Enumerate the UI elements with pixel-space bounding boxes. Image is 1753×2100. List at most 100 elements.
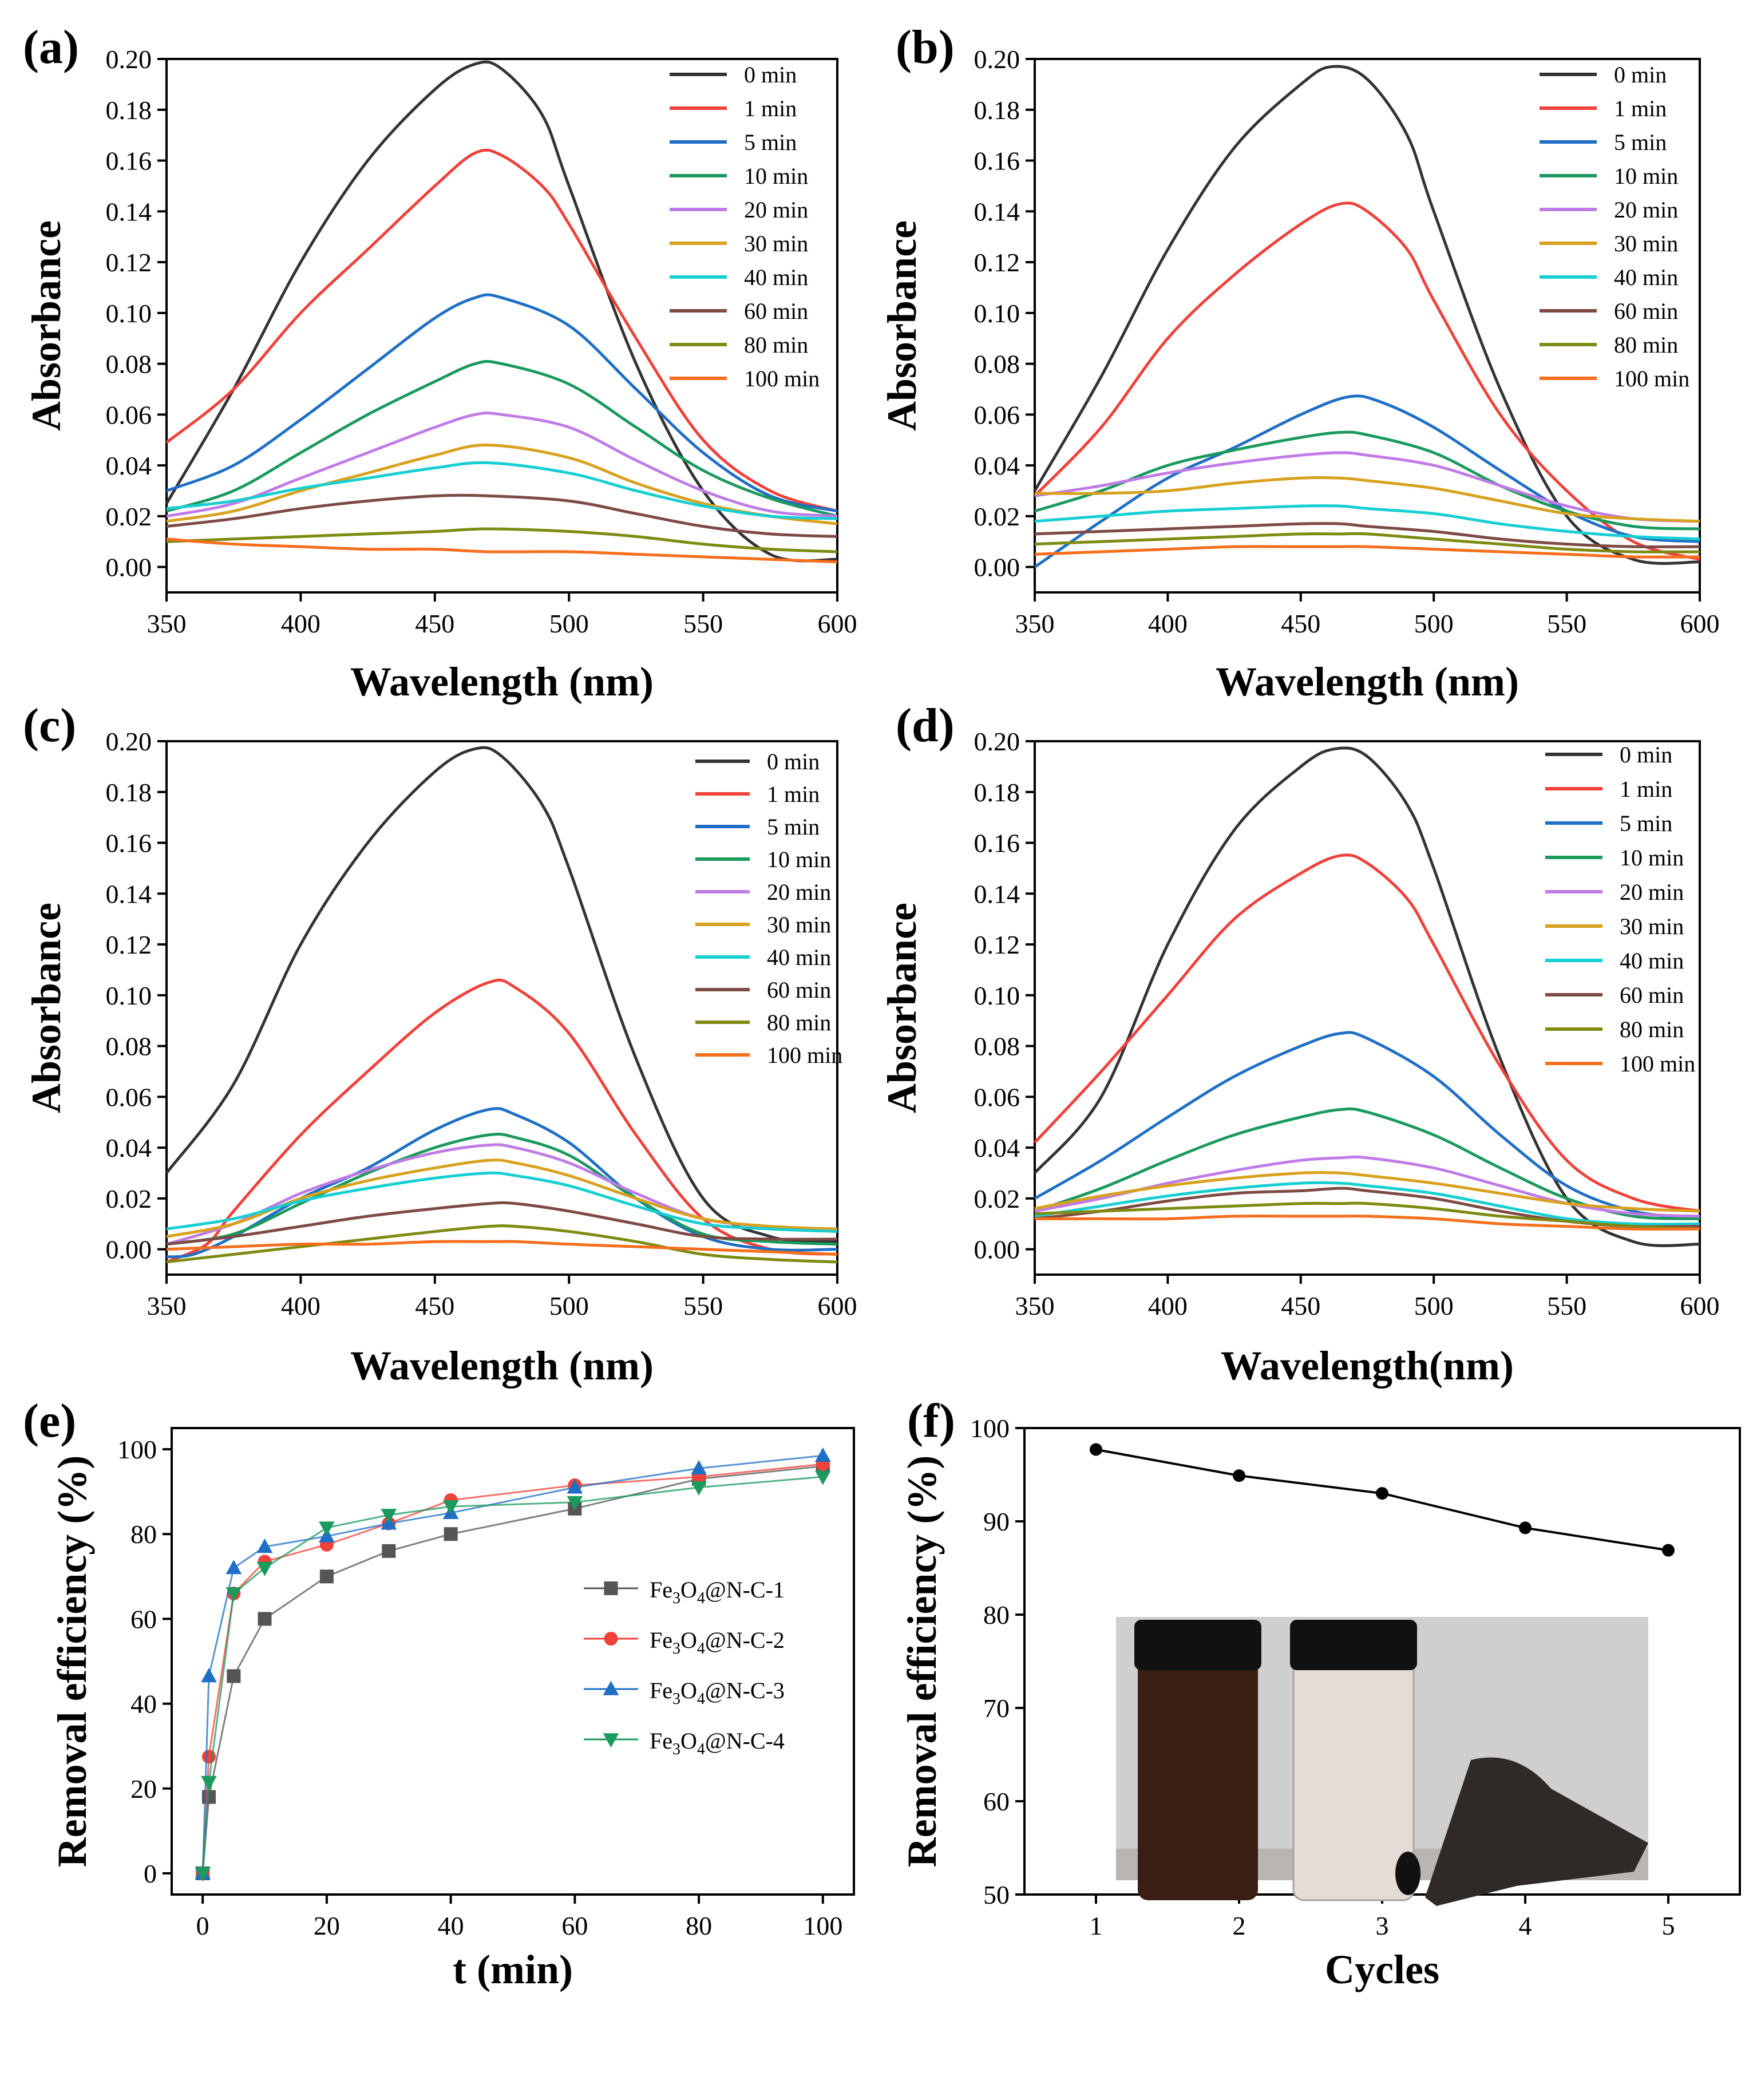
legend-label: 5 min bbox=[1620, 810, 1672, 836]
legend-label: 30 min bbox=[744, 231, 808, 256]
legend-label: 10 min bbox=[1620, 845, 1684, 871]
legend-label: 80 min bbox=[767, 1010, 831, 1035]
legend-label-part: Fe bbox=[650, 1678, 672, 1703]
x-tick-label: 600 bbox=[818, 1291, 857, 1320]
legend-label-part: @N-C-1 bbox=[705, 1577, 785, 1603]
y-tick-label: 0.12 bbox=[974, 248, 1020, 277]
plot-frame bbox=[171, 1427, 855, 1896]
series-line-100-min bbox=[166, 1240, 838, 1256]
y-tick-label: 80 bbox=[130, 1520, 157, 1549]
panel-label: (e) bbox=[23, 1394, 76, 1448]
x-tick-label: 80 bbox=[686, 1911, 712, 1940]
series-line-100-min bbox=[1035, 1215, 1700, 1231]
legend-label-part: 3 bbox=[672, 1741, 680, 1758]
y-tick-label: 50 bbox=[983, 1880, 1010, 1909]
y-tick-label: 0.08 bbox=[106, 350, 152, 379]
panel-label: (d) bbox=[896, 699, 955, 752]
panel-f: (f) 1 2 3 4 5 50 60 70 80 90 100 Cycles Removal effic… bbox=[899, 1394, 1741, 1992]
marker-triangle-up bbox=[201, 1668, 217, 1683]
y-tick-label: 0.16 bbox=[974, 829, 1020, 858]
x-tick-label: 450 bbox=[415, 1291, 454, 1320]
y-tick-label: 0.04 bbox=[106, 1133, 152, 1162]
legend-label: 1 min bbox=[1614, 96, 1667, 121]
panel-c: (c) 350 400 450 500 550 600 0.00 0.02 0.04 0.06 0.0… bbox=[23, 699, 857, 1389]
legend-label: 30 min bbox=[1614, 231, 1678, 256]
x-tick-label: 600 bbox=[1680, 1291, 1720, 1320]
y-tick-label: 0.20 bbox=[106, 727, 152, 756]
panel-label: (c) bbox=[23, 699, 76, 752]
legend-label-part: O bbox=[680, 1627, 697, 1653]
dark-solution-jar bbox=[1138, 1660, 1258, 1900]
marker-triangle-down bbox=[603, 1733, 619, 1748]
legend-label: 60 min bbox=[1620, 982, 1684, 1008]
x-tick-label: 350 bbox=[147, 609, 187, 638]
legend-label-part: Fe bbox=[650, 1728, 672, 1754]
marker-square bbox=[227, 1669, 241, 1683]
x-tick-label: 400 bbox=[1148, 609, 1188, 638]
panel-b: (b) 350 400 450 500 550 600 0.00 0.02 0.04 0.06 0.0… bbox=[879, 21, 1720, 705]
legend-label: 40 min bbox=[1620, 948, 1684, 974]
series-line-80-min bbox=[1034, 532, 1700, 553]
clear-solution-jar bbox=[1292, 1659, 1415, 1901]
y-tick-label: 100 bbox=[117, 1435, 157, 1464]
x-tick-label: 4 bbox=[1519, 1911, 1532, 1940]
y-tick-label: 0.20 bbox=[106, 45, 152, 74]
legend-label-part: 4 bbox=[697, 1640, 705, 1658]
marker-square bbox=[444, 1527, 458, 1541]
data-point bbox=[1233, 1469, 1245, 1482]
legend-label-part: 3 bbox=[672, 1690, 680, 1708]
legend-label: 40 min bbox=[744, 264, 808, 290]
series-line-40-min bbox=[1034, 1181, 1700, 1226]
y-tick-label: 0 bbox=[144, 1859, 157, 1888]
y-tick-label: 0.04 bbox=[974, 451, 1020, 480]
marker-triangle-up bbox=[225, 1560, 242, 1575]
panel-label: (f) bbox=[907, 1394, 955, 1448]
x-tick-label: 1 bbox=[1090, 1911, 1103, 1940]
series-line-5-min bbox=[166, 1107, 838, 1259]
x-tick-label: 2 bbox=[1233, 1911, 1246, 1940]
legend-label-part: @N-C-4 bbox=[705, 1728, 785, 1754]
series-line-1-min bbox=[1034, 853, 1700, 1213]
plot-frame bbox=[165, 740, 838, 1276]
series-line-100-min bbox=[166, 537, 838, 564]
legend-label: 10 min bbox=[744, 163, 808, 189]
y-tick-label: 90 bbox=[983, 1507, 1010, 1536]
y-tick-label: 0.18 bbox=[106, 778, 152, 807]
jar-cap-left bbox=[1134, 1620, 1261, 1670]
marker-triangle-down bbox=[256, 1561, 273, 1576]
marker-triangle-down bbox=[567, 1496, 583, 1511]
legend-label: Fe3O4@N-C-4 bbox=[650, 1728, 785, 1758]
x-tick-label: 400 bbox=[281, 609, 320, 638]
legend-label: 30 min bbox=[1620, 913, 1684, 939]
series-line-60-min bbox=[1034, 522, 1700, 548]
data-point bbox=[1662, 1544, 1675, 1557]
y-tick-label: 70 bbox=[983, 1694, 1010, 1723]
x-tick-label: 20 bbox=[314, 1911, 340, 1940]
y-tick-label: 0.16 bbox=[106, 147, 152, 176]
legend-label-part: 4 bbox=[697, 1690, 705, 1708]
series-line-80-min bbox=[1034, 1201, 1700, 1231]
series-line-60-min bbox=[166, 1201, 838, 1246]
legend-label: 5 min bbox=[767, 814, 820, 840]
legend-label: 0 min bbox=[767, 749, 820, 774]
legend-label: 40 min bbox=[1614, 264, 1678, 290]
plot-frame bbox=[1034, 58, 1701, 594]
y-tick-label: 40 bbox=[130, 1690, 157, 1719]
y-tick-label: 0.14 bbox=[974, 197, 1020, 226]
series-line-60-min bbox=[166, 493, 838, 538]
series-line-40-min bbox=[166, 1171, 838, 1233]
x-tick-label: 40 bbox=[438, 1911, 464, 1940]
y-tick-label: 0.10 bbox=[106, 981, 152, 1010]
y-tick-label: 0.20 bbox=[974, 45, 1020, 74]
y-axis-title: Removal efficiency (%) bbox=[49, 1456, 95, 1868]
carbon-block bbox=[1425, 1757, 1648, 1906]
marker-triangle-down bbox=[691, 1481, 707, 1496]
x-axis-title: t (min) bbox=[453, 1947, 573, 1992]
data-point bbox=[1519, 1521, 1532, 1535]
y-tick-label: 0.14 bbox=[106, 879, 152, 908]
series-line-0-min bbox=[1033, 65, 1700, 565]
legend-label: 1 min bbox=[767, 781, 820, 807]
y-tick-label: 0.00 bbox=[974, 553, 1020, 582]
series-line-30-min bbox=[166, 444, 838, 525]
